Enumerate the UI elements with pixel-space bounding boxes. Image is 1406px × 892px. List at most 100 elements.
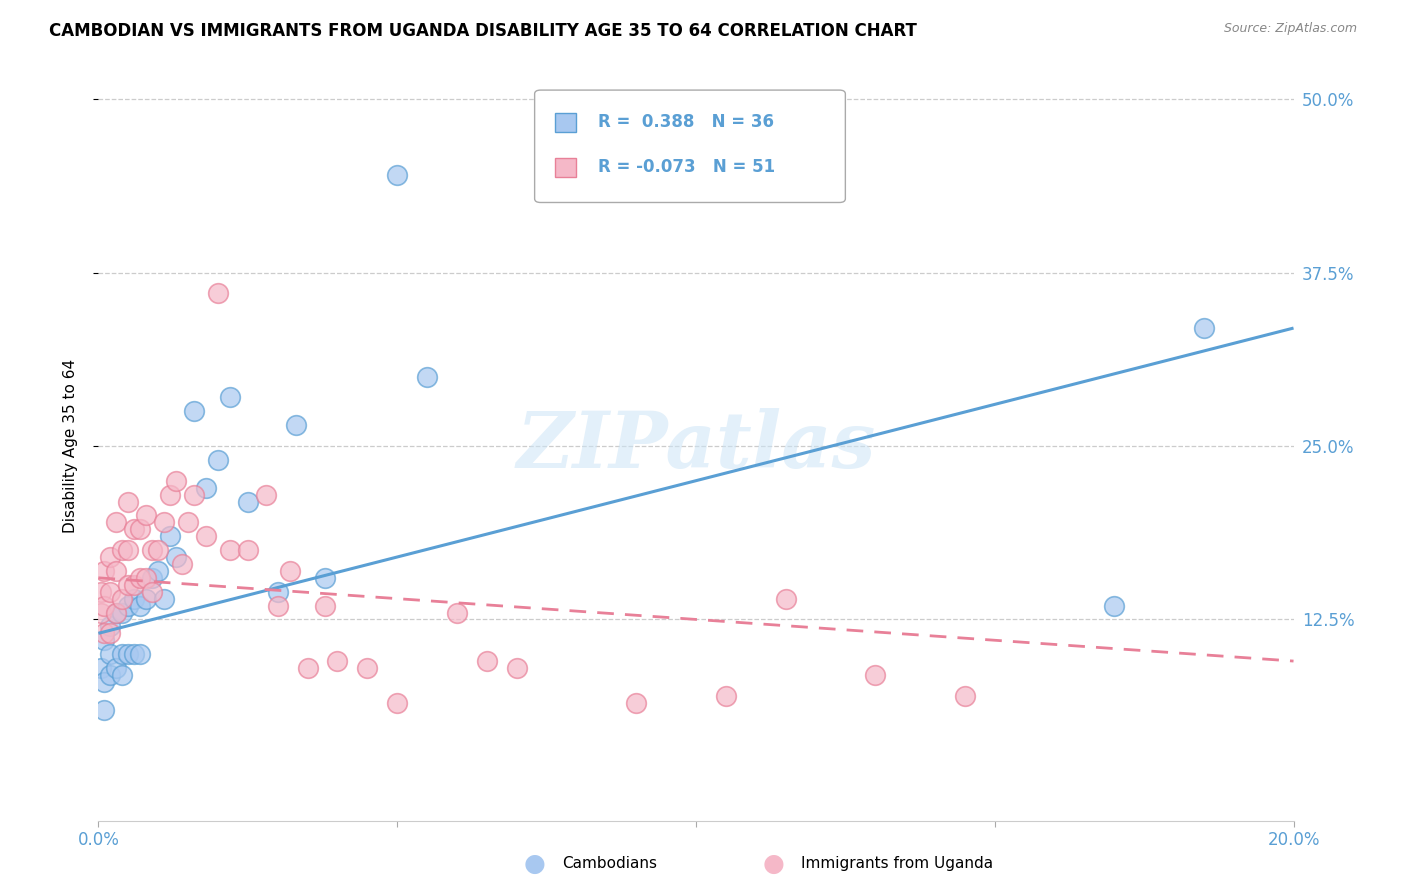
Point	[90, 606, 112, 620]
Point	[129, 522, 152, 536]
Point	[267, 599, 290, 613]
Point	[236, 494, 259, 508]
Point	[183, 404, 205, 418]
Point	[148, 543, 170, 558]
Point	[135, 591, 157, 606]
Point	[207, 286, 229, 301]
Point	[105, 661, 128, 675]
Point	[446, 606, 468, 620]
Point	[111, 543, 134, 558]
Point	[124, 522, 146, 536]
Point	[105, 564, 128, 578]
Point	[153, 591, 176, 606]
Point	[105, 606, 128, 620]
Point	[626, 696, 648, 710]
Point	[297, 661, 319, 675]
Point	[124, 578, 146, 592]
Point	[356, 661, 378, 675]
Point	[159, 487, 181, 501]
Point	[90, 584, 112, 599]
Point	[254, 487, 277, 501]
Point	[93, 633, 115, 648]
Point	[90, 661, 112, 675]
Point	[278, 564, 301, 578]
Point	[385, 696, 409, 710]
Point	[315, 571, 337, 585]
Point	[111, 668, 134, 682]
Point	[183, 487, 205, 501]
Point	[236, 543, 259, 558]
Point	[111, 647, 134, 661]
Point	[141, 584, 163, 599]
Point	[385, 169, 409, 183]
FancyBboxPatch shape	[555, 158, 576, 177]
Point	[98, 549, 122, 564]
Point	[124, 591, 146, 606]
Point	[93, 599, 115, 613]
Point	[1104, 599, 1126, 613]
Text: R =  0.388   N = 36: R = 0.388 N = 36	[598, 113, 773, 131]
Point	[111, 606, 134, 620]
Text: Cambodians: Cambodians	[562, 856, 658, 871]
Text: CAMBODIAN VS IMMIGRANTS FROM UGANDA DISABILITY AGE 35 TO 64 CORRELATION CHART: CAMBODIAN VS IMMIGRANTS FROM UGANDA DISA…	[49, 22, 917, 40]
Point	[219, 391, 242, 405]
Point	[165, 549, 187, 564]
Point	[98, 668, 122, 682]
Point	[1192, 321, 1215, 335]
Point	[105, 606, 128, 620]
Point	[117, 543, 139, 558]
Point	[98, 619, 122, 633]
Point	[111, 591, 134, 606]
Point	[98, 626, 122, 640]
Text: ZIPatlas: ZIPatlas	[516, 408, 876, 484]
Point	[775, 591, 797, 606]
Y-axis label: Disability Age 35 to 64: Disability Age 35 to 64	[63, 359, 77, 533]
Point	[416, 369, 439, 384]
Point	[165, 474, 187, 488]
Point	[117, 578, 139, 592]
Point	[93, 626, 115, 640]
Point	[172, 557, 194, 571]
Text: R = -0.073   N = 51: R = -0.073 N = 51	[598, 158, 775, 177]
Point	[129, 571, 152, 585]
Point	[153, 516, 176, 530]
Point	[93, 674, 115, 689]
FancyBboxPatch shape	[534, 90, 845, 202]
Point	[93, 703, 115, 717]
Point	[177, 516, 200, 530]
Text: ●: ●	[523, 852, 546, 875]
Point	[284, 418, 307, 433]
Point	[124, 647, 146, 661]
Point	[98, 647, 122, 661]
Point	[105, 516, 128, 530]
Point	[315, 599, 337, 613]
Point	[714, 689, 737, 703]
Point	[93, 564, 115, 578]
Text: Source: ZipAtlas.com: Source: ZipAtlas.com	[1223, 22, 1357, 36]
Point	[129, 647, 152, 661]
Point	[129, 599, 152, 613]
Point	[135, 571, 157, 585]
Text: ●: ●	[762, 852, 785, 875]
Point	[219, 543, 242, 558]
Point	[117, 647, 139, 661]
Point	[207, 453, 229, 467]
Point	[475, 654, 498, 668]
Point	[159, 529, 181, 543]
Point	[141, 543, 163, 558]
Point	[117, 599, 139, 613]
Point	[195, 529, 218, 543]
Point	[506, 661, 529, 675]
Point	[117, 494, 139, 508]
Point	[148, 564, 170, 578]
Point	[267, 584, 290, 599]
Point	[326, 654, 349, 668]
Text: Immigrants from Uganda: Immigrants from Uganda	[801, 856, 994, 871]
Point	[195, 481, 218, 495]
Point	[141, 571, 163, 585]
Point	[865, 668, 887, 682]
Point	[135, 508, 157, 523]
FancyBboxPatch shape	[555, 113, 576, 132]
Point	[98, 584, 122, 599]
Point	[953, 689, 976, 703]
